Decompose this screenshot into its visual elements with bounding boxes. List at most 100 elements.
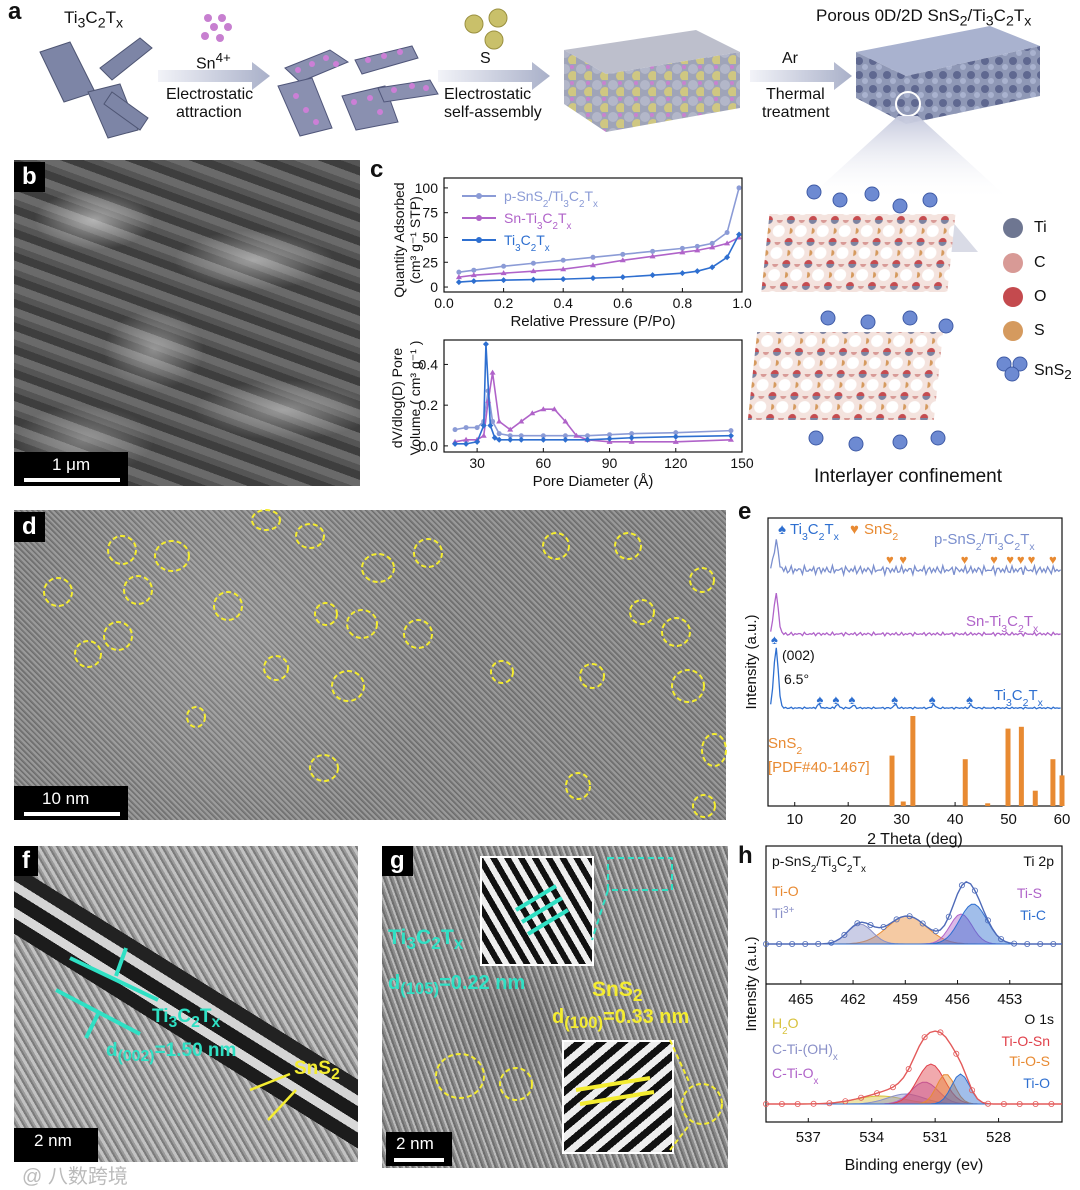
c-bottom-xlabel: Pore Diameter (Å) <box>533 473 654 490</box>
h-label-c-ti-oh: C-Ti-(OH)x <box>772 1041 838 1063</box>
h-label-c-ti-ox: C-Ti-Ox <box>772 1065 818 1087</box>
c-bottom-series-0-point <box>496 431 502 437</box>
c-bottom-series-2-point <box>474 438 481 445</box>
tem-image-f <box>14 846 358 1162</box>
c-top-xlabel: Relative Pressure (P/Po) <box>510 313 675 330</box>
a-step3-reagent: Ar <box>782 50 798 67</box>
c-bottom-series-1-point <box>628 438 635 444</box>
structure-legend-ti: Ti <box>1034 219 1047 236</box>
c-bottom-frame <box>443 339 743 453</box>
h-top-data-point <box>815 940 822 947</box>
h-top-data-point <box>854 920 861 927</box>
h-bottom-data-point <box>985 1100 992 1107</box>
c-bottom-series-1-point <box>551 406 558 412</box>
c-top-series-1-point <box>560 266 567 272</box>
h-top-xtick-label: 462 <box>841 991 866 1008</box>
f-scale-bar: 2 nm <box>14 1128 98 1162</box>
e-ylabel: Intensity (a.u.) <box>743 614 760 709</box>
e-trace-p-sns2 <box>770 539 1062 578</box>
c-top-series-2-point <box>679 270 686 277</box>
c-top-xtick-label: 0.8 <box>673 295 693 311</box>
h-bottom-data-point <box>763 1101 770 1108</box>
g-label-sns2: SnS2 <box>592 978 643 1006</box>
e-sns2-peak-marker: ♥ <box>961 552 969 567</box>
e-xtick-label: 60 <box>1054 811 1071 828</box>
panel-label-a: a <box>8 0 22 25</box>
c-bottom-series-2-point <box>507 436 514 443</box>
c-legend-1-label: Sn-Ti3C2Tx <box>504 210 572 232</box>
c-bottom-series-2-point <box>540 436 547 443</box>
c-top-series-0-point <box>679 245 685 251</box>
c-bottom-series-1-point <box>480 432 487 438</box>
c-bottom-xtick-label: 90 <box>602 455 618 471</box>
e-xtick-label: 30 <box>893 811 910 828</box>
h-label-ti-o-sn: Ti-O-Sn <box>1002 1033 1050 1049</box>
h-label-ti3plus: Ti3+ <box>772 905 795 922</box>
e-trace-label-sn: Sn-Ti3C2Tx <box>966 613 1039 635</box>
c-top-xtick-label: 0.6 <box>613 295 633 311</box>
c-top-ylabel-units: (cm³ g⁻¹ STP) <box>407 196 423 284</box>
e-sns2-peak-marker: ♥ <box>899 552 907 567</box>
c-bottom-ytick-label: 0.2 <box>419 397 439 413</box>
h-top-data-point <box>763 941 770 948</box>
c-top-series-1-point <box>709 244 716 250</box>
c-bottom-ytick-label: 0.4 <box>419 356 439 372</box>
h-top-data-point <box>998 936 1005 943</box>
c-top-series-0-point <box>471 267 477 273</box>
h-ylabel: Intensity (a.u.) <box>743 936 760 1031</box>
h-bottom-data-point <box>810 1100 817 1107</box>
h-xlabel: Binding energy (ev) <box>845 1157 984 1174</box>
c-top-ytick-label: 100 <box>415 180 439 196</box>
h-top-data-point <box>906 913 913 920</box>
panel-label-d: d <box>14 512 45 542</box>
c-bottom-series-0-point <box>584 433 590 439</box>
e-trace-sn-ti3c2tx <box>770 592 1061 638</box>
h-top-data-point <box>932 928 939 935</box>
h-bottom-data-point <box>953 1050 960 1057</box>
e-legend-ti3c2tx: Ti3C2Tx <box>790 521 840 543</box>
e-sns2-peak-marker: ♥ <box>990 552 998 567</box>
c-top-series-1-point <box>455 274 462 280</box>
e-reference-name: SnS2 <box>768 735 802 757</box>
c-top-series-0-point <box>709 240 715 246</box>
c-bottom-series-0-point <box>452 427 458 433</box>
h-bottom-data-point <box>921 1034 928 1041</box>
h-label-ti-c: Ti-C <box>1020 907 1046 923</box>
h-bottom-envelope <box>766 1030 1062 1105</box>
e-reference-bar <box>910 716 916 806</box>
c-top-series-2-point <box>694 268 701 275</box>
c-bottom-series-0-point <box>474 425 480 431</box>
c-bottom-series-2-point <box>480 422 487 429</box>
a-step1-reagent: Sn4+ <box>196 50 231 73</box>
panel-label-b: b <box>14 162 45 192</box>
c-bottom-series-2-point <box>584 436 591 443</box>
structure-legend-c: C <box>1034 254 1046 271</box>
h-top-data-point <box>776 941 783 948</box>
e-xlabel: 2 Theta (deg) <box>867 831 963 848</box>
c-bottom-series-2-point <box>628 434 635 441</box>
c-top-series-0-point <box>501 263 507 269</box>
c-top-xtick-label: 1.0 <box>732 295 752 311</box>
c-top-ylabel: Quantity Adsorbed <box>391 182 407 297</box>
a-product-label: Porous 0D/2D SnS2/Ti3C2Tx <box>816 6 1032 30</box>
g-d-spacing-1: d(105)=0.22 nm <box>388 972 526 998</box>
c-top-series-2-point <box>709 264 716 271</box>
structure-legend-s: S <box>1034 322 1045 339</box>
c-bottom-series-0-line <box>454 390 731 437</box>
c-bottom-series-1-point <box>489 369 496 375</box>
a-start-label: Ti3C2Tx <box>64 8 124 32</box>
h-region-ti2p: Ti 2p <box>1023 853 1054 869</box>
h-top-data-point <box>1050 941 1057 948</box>
c-top-frame <box>443 177 743 293</box>
h-bottom-data-point <box>842 1098 849 1105</box>
c-bottom-series-1-point <box>540 406 547 412</box>
c-top-xtick-label: 0.4 <box>553 295 573 311</box>
c-top-series-2-point <box>560 276 567 283</box>
h-bottom-data-point <box>905 1066 912 1073</box>
c-bottom-ylabel: dV/dlog(D) Pore <box>389 348 405 449</box>
